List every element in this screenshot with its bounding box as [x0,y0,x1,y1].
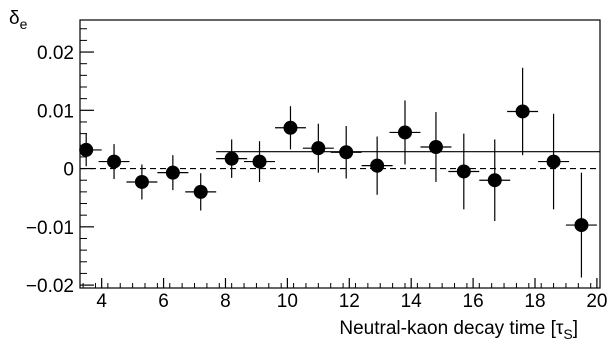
y-tick-label: 0.02 [37,43,74,64]
x-tick-label: 18 [524,291,545,312]
data-point [361,136,393,195]
plot-frame [79,19,601,289]
x-axis-title: Neutral-kaon decay time [τS] [339,318,578,342]
x-tick-label: 10 [277,291,298,312]
data-point [126,164,158,200]
point-marker [546,154,561,169]
point-marker [79,142,94,157]
x-axis-ticks: 4 6 8 10 12 14 16 18 20 [82,278,607,312]
y-tick-label: −0.01 [26,218,74,239]
point-marker [283,120,298,135]
data-point [565,172,597,278]
x-tick-label: 16 [463,291,484,312]
data-point [216,139,248,178]
x-tick-label: 4 [96,291,107,312]
y-tick-label: 0 [63,160,74,181]
data-point [507,67,539,156]
x-tick-label: 14 [401,291,423,312]
point-marker [252,154,267,169]
data-point [244,141,275,182]
data-point [389,100,421,165]
y-tick-label: 0.01 [37,101,74,122]
data-point [448,133,480,210]
data-point [79,133,102,167]
point-marker [428,140,443,155]
data-point [275,106,306,150]
point-marker [370,158,385,173]
data-point [479,139,511,221]
point-marker [193,184,208,199]
data-point [420,112,452,182]
point-marker [165,165,180,180]
point-marker [515,104,530,119]
data-point [185,173,217,211]
point-marker [398,125,412,140]
y-axis-title: δe [9,8,28,32]
data-points [79,67,597,278]
x-tick-label: 12 [339,291,360,312]
x-tick-label: 20 [586,291,607,312]
data-point [98,144,130,180]
point-marker [134,174,149,189]
point-marker [456,164,471,179]
point-marker [574,218,589,233]
point-marker [224,151,239,166]
data-point [538,113,570,210]
point-marker [339,145,354,160]
data-point [157,155,189,191]
x-tick-label: 6 [158,291,169,312]
data-point [330,126,362,179]
y-tick-label: −0.02 [26,276,74,297]
x-tick-label: 8 [220,291,231,312]
point-marker [311,141,326,156]
point-marker [487,173,502,188]
data-point [302,123,334,173]
point-marker [107,154,122,169]
y-axis-ticks: 0.02 0.01 0 −0.01 −0.02 [26,28,94,297]
